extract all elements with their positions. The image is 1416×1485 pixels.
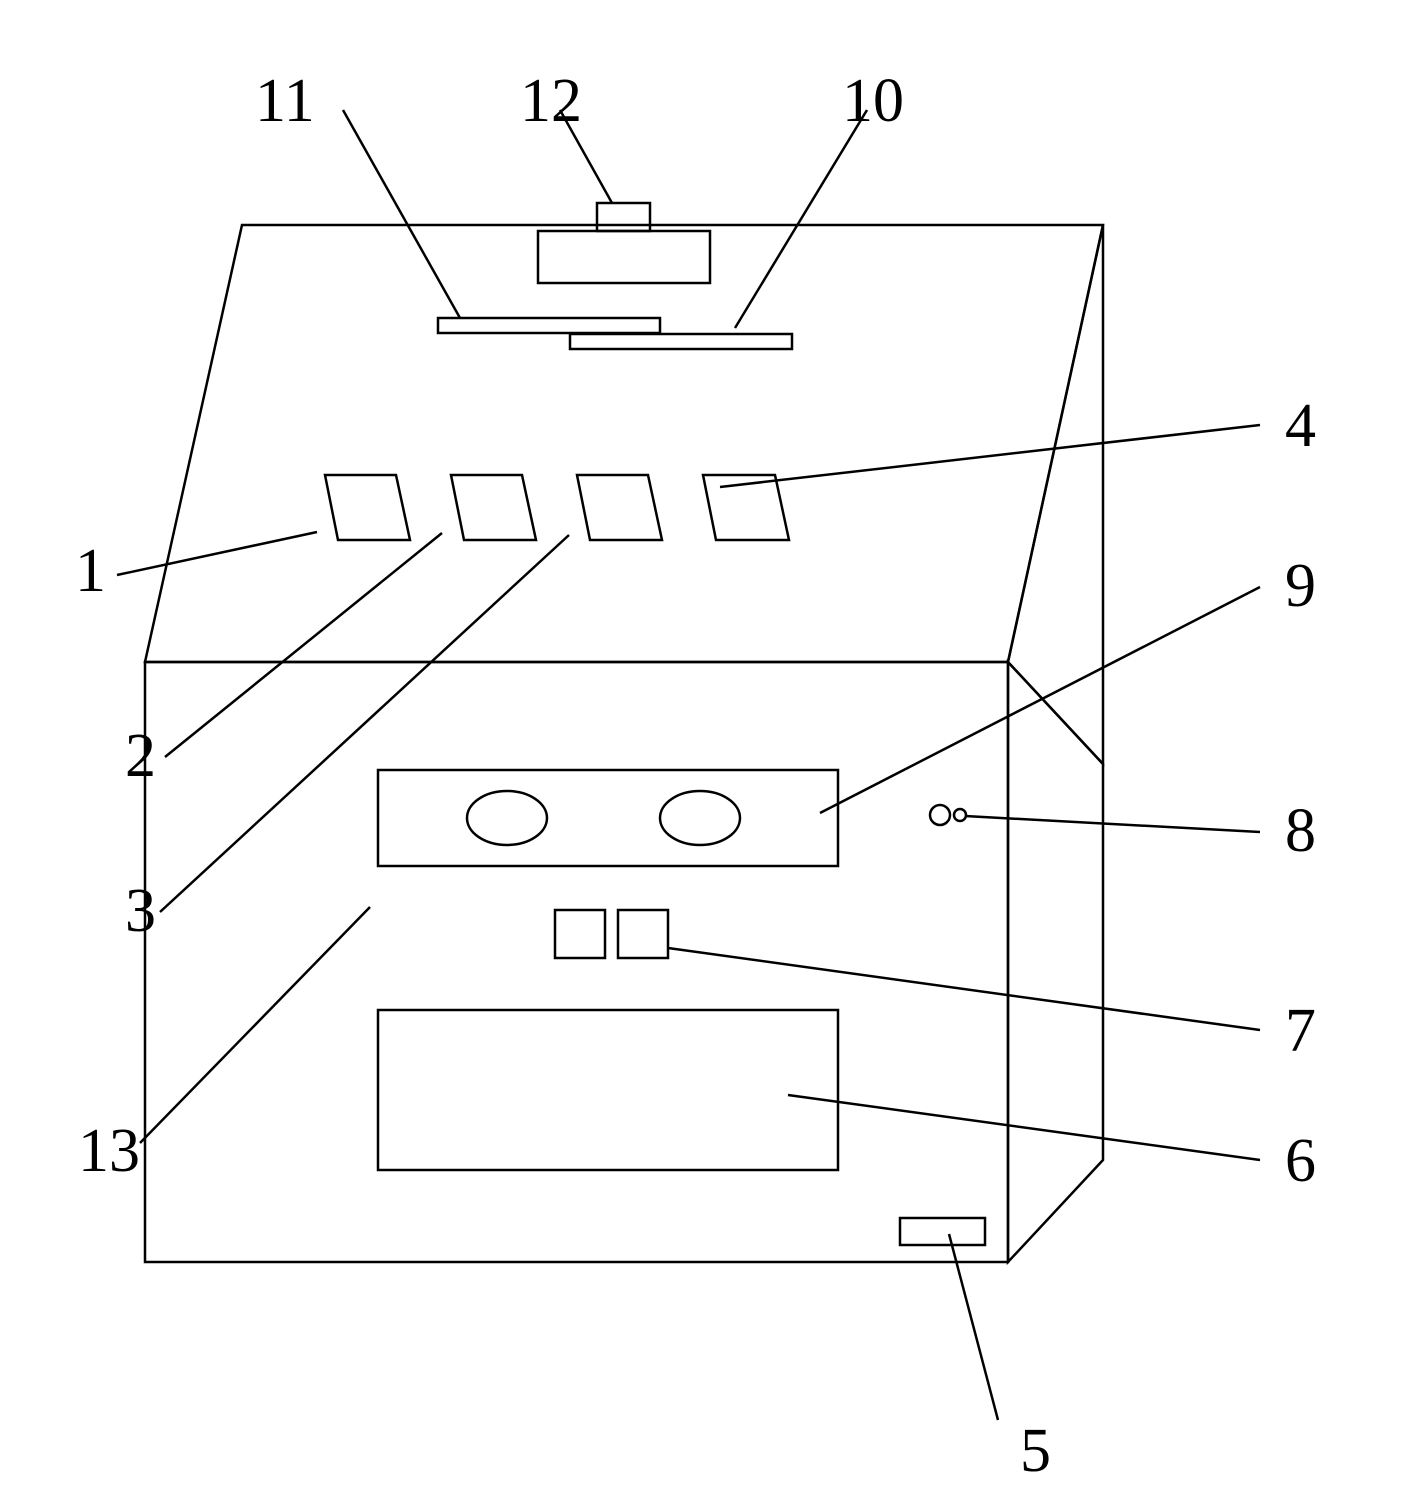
leader-line-3	[160, 535, 569, 912]
leader-line-13	[140, 907, 370, 1143]
label-2: 2	[125, 725, 156, 787]
label-11: 11	[255, 70, 315, 132]
top-square-3	[577, 475, 662, 540]
leader-line-9	[820, 587, 1260, 813]
small-circle-1	[930, 805, 950, 825]
leader-line-4	[720, 425, 1260, 487]
leader-line-10	[735, 110, 867, 328]
top-face	[145, 225, 1103, 662]
top-square-2	[451, 475, 536, 540]
label-4: 4	[1285, 395, 1316, 457]
front-panel-upper	[378, 770, 838, 866]
leader-line-6	[788, 1095, 1260, 1160]
leader-line-2	[165, 533, 442, 757]
small-square-right	[618, 910, 668, 958]
label-8: 8	[1285, 800, 1316, 862]
label-10: 10	[842, 70, 904, 132]
top-square-1	[325, 475, 410, 540]
label-5: 5	[1020, 1420, 1051, 1482]
leader-line-7	[668, 948, 1260, 1030]
front-panel-lower	[378, 1010, 838, 1170]
ellipse-left	[467, 791, 547, 845]
label-7: 7	[1285, 1000, 1316, 1062]
label-3: 3	[125, 880, 156, 942]
small-square-left	[555, 910, 605, 958]
label-1: 1	[75, 540, 106, 602]
slit-left	[438, 318, 660, 333]
leader-line-1	[117, 532, 317, 575]
top-cap	[597, 203, 650, 231]
technical-diagram	[0, 0, 1416, 1485]
box-side	[1008, 662, 1103, 1262]
label-9: 9	[1285, 555, 1316, 617]
front-body	[145, 662, 1008, 1262]
slit-right	[570, 334, 792, 349]
label-13: 13	[78, 1120, 140, 1182]
label-6: 6	[1285, 1130, 1316, 1192]
small-circle-2	[954, 809, 966, 821]
bottom-slot	[900, 1218, 985, 1245]
ellipse-right	[660, 791, 740, 845]
top-block	[538, 231, 710, 283]
label-12: 12	[520, 70, 582, 132]
leader-line-11	[343, 110, 460, 318]
side-face	[1008, 225, 1103, 764]
